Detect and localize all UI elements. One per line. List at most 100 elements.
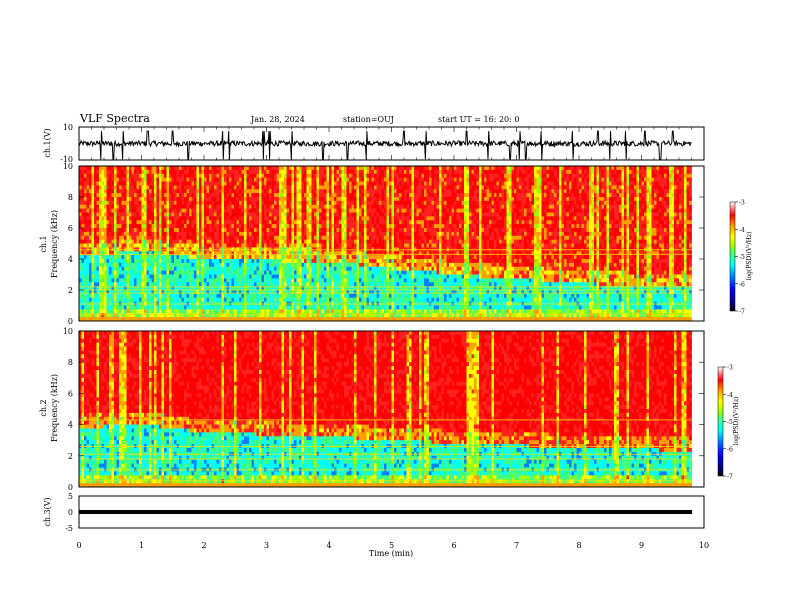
spectrogram-cell	[249, 286, 252, 291]
spectrogram-cell	[149, 239, 152, 244]
spectrogram-cell	[324, 235, 327, 241]
spectrogram-cell	[281, 305, 285, 310]
spectrogram-cell	[301, 266, 305, 272]
spectrogram-cell	[334, 204, 337, 210]
spectrogram-cell	[149, 200, 152, 206]
spectrogram-cell	[219, 185, 222, 190]
spectrogram-cell	[329, 293, 332, 299]
spectrogram-cell	[326, 220, 330, 225]
spectrogram-cell	[106, 274, 110, 279]
spectrogram-cell	[141, 169, 145, 175]
spectrogram-cell	[349, 266, 352, 272]
spectrogram-cell	[216, 278, 220, 283]
spectrogram-cell	[144, 204, 147, 210]
spectrogram-cell	[356, 185, 360, 190]
spectrogram-cell	[161, 200, 165, 206]
spectrogram-cell	[259, 212, 262, 217]
spectrogram-cell	[184, 305, 187, 310]
spectrogram-cell	[309, 177, 312, 182]
spectrogram-cell	[264, 286, 267, 291]
spectrogram-cell	[319, 166, 322, 171]
spectrogram-cell	[114, 216, 117, 221]
spectrogram-cell	[156, 266, 160, 272]
spectrogram-cell	[116, 313, 120, 318]
spectrogram-cell	[94, 274, 97, 279]
spectrogram-cell	[301, 204, 305, 210]
spectrogram-cell	[251, 274, 255, 279]
spectrogram-cell	[269, 181, 272, 186]
spectrogram-cell	[279, 255, 282, 260]
spectrogram-cell	[99, 259, 102, 264]
spectrogram-cell	[84, 169, 87, 175]
spectrogram-cell	[146, 297, 150, 303]
spectrogram-cell	[201, 224, 205, 229]
spectrogram-cell	[89, 305, 92, 310]
spectrogram-cell	[341, 228, 345, 233]
spectrogram-cell	[276, 278, 280, 283]
spectrogram-cell	[229, 231, 232, 237]
spectrogram-cell	[279, 239, 282, 244]
spectrogram-cell	[199, 293, 202, 299]
spectrogram-cell	[109, 274, 112, 279]
spectrogram-cell	[169, 169, 172, 175]
spectrogram-cell	[274, 216, 277, 221]
spectrogram-cell	[241, 282, 245, 287]
spectrogram-cell	[216, 309, 220, 314]
spectrogram-cell	[344, 278, 347, 283]
spectrogram-cell	[359, 220, 362, 225]
spectrogram-cell	[214, 293, 217, 299]
spectrogram-cell	[356, 220, 360, 225]
spectrogram-cell	[244, 224, 247, 229]
spectrogram-cell	[254, 243, 257, 248]
spectrogram-cell	[144, 286, 147, 291]
spectrogram-cell	[271, 313, 275, 318]
spectrogram-cell	[151, 286, 155, 291]
spectrogram-cell	[271, 220, 275, 225]
spectrogram-cell	[134, 309, 137, 314]
spectrogram-cell	[144, 224, 147, 229]
spectrogram-cell	[149, 220, 152, 225]
spectrogram-cell	[344, 197, 347, 202]
spectrogram-cell	[156, 251, 160, 256]
spectrogram-cell	[111, 212, 115, 217]
spectrogram-cell	[194, 228, 197, 233]
spectrogram-cell	[174, 297, 177, 303]
spectrogram-cell	[259, 282, 262, 287]
spectrogram-cell	[249, 274, 252, 279]
spectrogram-cell	[219, 270, 222, 275]
spectrogram-cell	[236, 208, 240, 213]
spectrogram-cell	[161, 282, 165, 287]
spectrogram-cell	[226, 243, 230, 248]
spectrogram-cell	[356, 208, 360, 213]
spectrogram-cell	[124, 216, 127, 221]
spectrogram-cell	[109, 286, 112, 291]
spectrogram-cell	[154, 282, 157, 287]
spectrogram-cell	[331, 266, 335, 272]
spectrogram-cell	[209, 228, 212, 233]
spectrogram-cell	[129, 262, 132, 268]
spectrogram-cell	[109, 266, 112, 272]
spectrogram-cell	[229, 173, 232, 179]
spectrogram-cell	[254, 216, 257, 221]
spectrogram-cell	[314, 177, 317, 182]
spectrogram-cell	[234, 305, 237, 310]
spectrogram-cell	[246, 313, 250, 318]
spectrogram-cell	[211, 293, 215, 299]
spectrogram-cell	[279, 286, 282, 291]
spectrogram-cell	[161, 204, 165, 210]
spectrogram-cell	[269, 243, 272, 248]
spectrogram-cell	[334, 189, 337, 194]
spectrogram-cell	[201, 208, 205, 213]
spectrogram-cell	[156, 235, 160, 241]
spectrogram-cell	[226, 270, 230, 275]
spectrogram-cell	[239, 251, 242, 256]
spectrogram-cell	[351, 266, 355, 272]
spectrogram-cell	[126, 200, 130, 206]
spectrogram-cell	[339, 204, 342, 210]
spectrogram-cell	[109, 259, 112, 264]
spectrogram-cell	[301, 286, 305, 291]
spectrogram-cell	[226, 216, 230, 221]
spectrogram-cell	[294, 255, 297, 260]
spectrogram-cell	[274, 274, 277, 279]
spectrogram-cell	[201, 166, 205, 171]
